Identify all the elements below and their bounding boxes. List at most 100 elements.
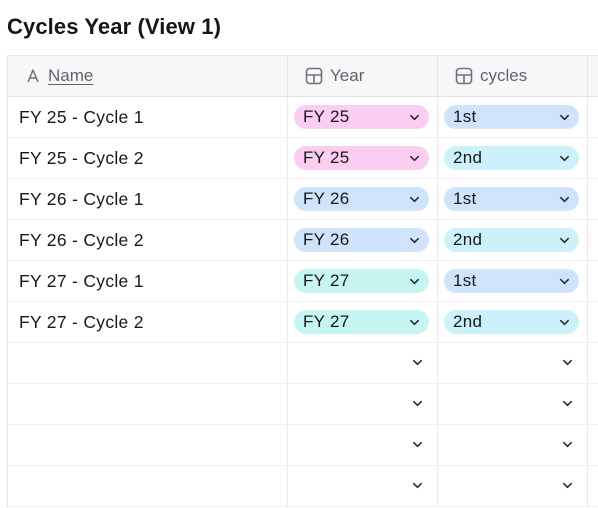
chevron-down-icon[interactable] <box>409 235 420 246</box>
row-name: FY 26 - Cycle 1 <box>19 188 144 209</box>
table-header-row: Name Year cycles <box>8 56 598 97</box>
name-cell[interactable]: FY 26 - Cycle 2 <box>8 220 288 260</box>
cycle-select-pill[interactable]: 1st <box>444 269 579 293</box>
chevron-down-icon[interactable] <box>409 194 420 205</box>
year-cell[interactable] <box>288 343 438 383</box>
column-header-label: Name <box>48 66 94 85</box>
year-select-pill[interactable]: FY 26 <box>294 187 429 211</box>
table-row[interactable]: FY 26 - Cycle 1 FY 26 1st <box>8 179 598 220</box>
table-overflow-column <box>588 220 598 260</box>
cycle-cell[interactable]: 1st <box>438 97 588 137</box>
year-cell[interactable]: FY 27 <box>288 261 438 301</box>
select-value: 1st <box>453 189 477 208</box>
chevron-down-icon[interactable] <box>412 357 423 368</box>
chevron-down-icon[interactable] <box>559 194 570 205</box>
chevron-down-icon[interactable] <box>559 112 570 123</box>
table-overflow-column <box>588 384 598 424</box>
single-select-icon <box>305 67 323 85</box>
select-value: 1st <box>453 107 477 126</box>
name-cell[interactable] <box>8 343 288 383</box>
chevron-down-icon[interactable] <box>409 276 420 287</box>
cycle-select-pill[interactable]: 1st <box>444 105 579 129</box>
name-cell[interactable]: FY 27 - Cycle 2 <box>8 302 288 342</box>
name-cell[interactable] <box>8 384 288 424</box>
chevron-down-icon[interactable] <box>412 398 423 409</box>
table-overflow-column <box>588 261 598 301</box>
table-overflow-column <box>588 179 598 219</box>
year-cell[interactable] <box>288 384 438 424</box>
cycle-select-pill[interactable]: 1st <box>444 187 579 211</box>
cycle-cell[interactable] <box>438 425 588 465</box>
cycle-cell[interactable]: 1st <box>438 179 588 219</box>
year-select-pill[interactable]: FY 25 <box>294 105 429 129</box>
year-select-pill[interactable]: FY 27 <box>294 310 429 334</box>
name-cell[interactable] <box>8 425 288 465</box>
row-name: FY 26 - Cycle 2 <box>19 229 144 250</box>
name-cell[interactable] <box>8 466 288 506</box>
cycle-select-pill[interactable]: 2nd <box>444 146 579 170</box>
chevron-down-icon[interactable] <box>409 153 420 164</box>
year-cell[interactable]: FY 26 <box>288 179 438 219</box>
empty-table-row[interactable] <box>8 384 598 425</box>
cycle-select-pill[interactable]: 2nd <box>444 228 579 252</box>
select-value: 2nd <box>453 312 483 331</box>
chevron-down-icon[interactable] <box>559 317 570 328</box>
chevron-down-icon[interactable] <box>412 439 423 450</box>
single-select-icon <box>455 67 473 85</box>
empty-table-row[interactable] <box>8 343 598 384</box>
column-header-year[interactable]: Year <box>288 56 438 96</box>
table-row[interactable]: FY 25 - Cycle 2 FY 25 2nd <box>8 138 598 179</box>
year-cell[interactable]: FY 25 <box>288 138 438 178</box>
table-row[interactable]: FY 25 - Cycle 1 FY 25 1st <box>8 97 598 138</box>
select-value: 2nd <box>453 148 483 167</box>
year-cell[interactable] <box>288 466 438 506</box>
cycle-cell[interactable]: 2nd <box>438 138 588 178</box>
table-row[interactable]: FY 27 - Cycle 1 FY 27 1st <box>8 261 598 302</box>
select-value: FY 26 <box>303 230 350 249</box>
chevron-down-icon[interactable] <box>409 317 420 328</box>
cycle-cell[interactable] <box>438 466 588 506</box>
cycle-cell[interactable] <box>438 343 588 383</box>
row-name: FY 27 - Cycle 1 <box>19 270 144 291</box>
cycle-cell[interactable] <box>438 384 588 424</box>
table-overflow-column <box>588 425 598 465</box>
year-cell[interactable]: FY 26 <box>288 220 438 260</box>
data-table: Name Year cycles FY 25 - Cycle 1 FY 25 1st… <box>7 55 598 507</box>
select-value: 1st <box>453 271 477 290</box>
empty-table-row[interactable] <box>8 466 598 507</box>
chevron-down-icon[interactable] <box>559 235 570 246</box>
name-cell[interactable]: FY 26 - Cycle 1 <box>8 179 288 219</box>
year-select-pill[interactable]: FY 27 <box>294 269 429 293</box>
year-cell[interactable]: FY 27 <box>288 302 438 342</box>
chevron-down-icon[interactable] <box>409 112 420 123</box>
year-select-pill[interactable]: FY 25 <box>294 146 429 170</box>
select-value: FY 26 <box>303 189 350 208</box>
table-row[interactable]: FY 27 - Cycle 2 FY 27 2nd <box>8 302 598 343</box>
chevron-down-icon[interactable] <box>562 439 573 450</box>
table-row[interactable]: FY 26 - Cycle 2 FY 26 2nd <box>8 220 598 261</box>
column-header-name[interactable]: Name <box>8 56 288 96</box>
chevron-down-icon[interactable] <box>562 480 573 491</box>
year-cell[interactable] <box>288 425 438 465</box>
year-select-pill[interactable]: FY 26 <box>294 228 429 252</box>
cycle-cell[interactable]: 2nd <box>438 220 588 260</box>
name-cell[interactable]: FY 25 - Cycle 1 <box>8 97 288 137</box>
chevron-down-icon[interactable] <box>559 153 570 164</box>
cycle-select-pill[interactable]: 2nd <box>444 310 579 334</box>
chevron-down-icon[interactable] <box>559 276 570 287</box>
name-cell[interactable]: FY 25 - Cycle 2 <box>8 138 288 178</box>
chevron-down-icon[interactable] <box>562 398 573 409</box>
cycle-cell[interactable]: 1st <box>438 261 588 301</box>
column-header-cycles[interactable]: cycles <box>438 56 588 96</box>
empty-table-row[interactable] <box>8 425 598 466</box>
select-value: FY 25 <box>303 107 350 126</box>
year-cell[interactable]: FY 25 <box>288 97 438 137</box>
table-overflow-column <box>588 466 598 506</box>
name-cell[interactable]: FY 27 - Cycle 1 <box>8 261 288 301</box>
row-name: FY 25 - Cycle 2 <box>19 147 144 168</box>
select-value: 2nd <box>453 230 483 249</box>
chevron-down-icon[interactable] <box>562 357 573 368</box>
column-header-label: Year <box>330 66 365 85</box>
cycle-cell[interactable]: 2nd <box>438 302 588 342</box>
chevron-down-icon[interactable] <box>412 480 423 491</box>
